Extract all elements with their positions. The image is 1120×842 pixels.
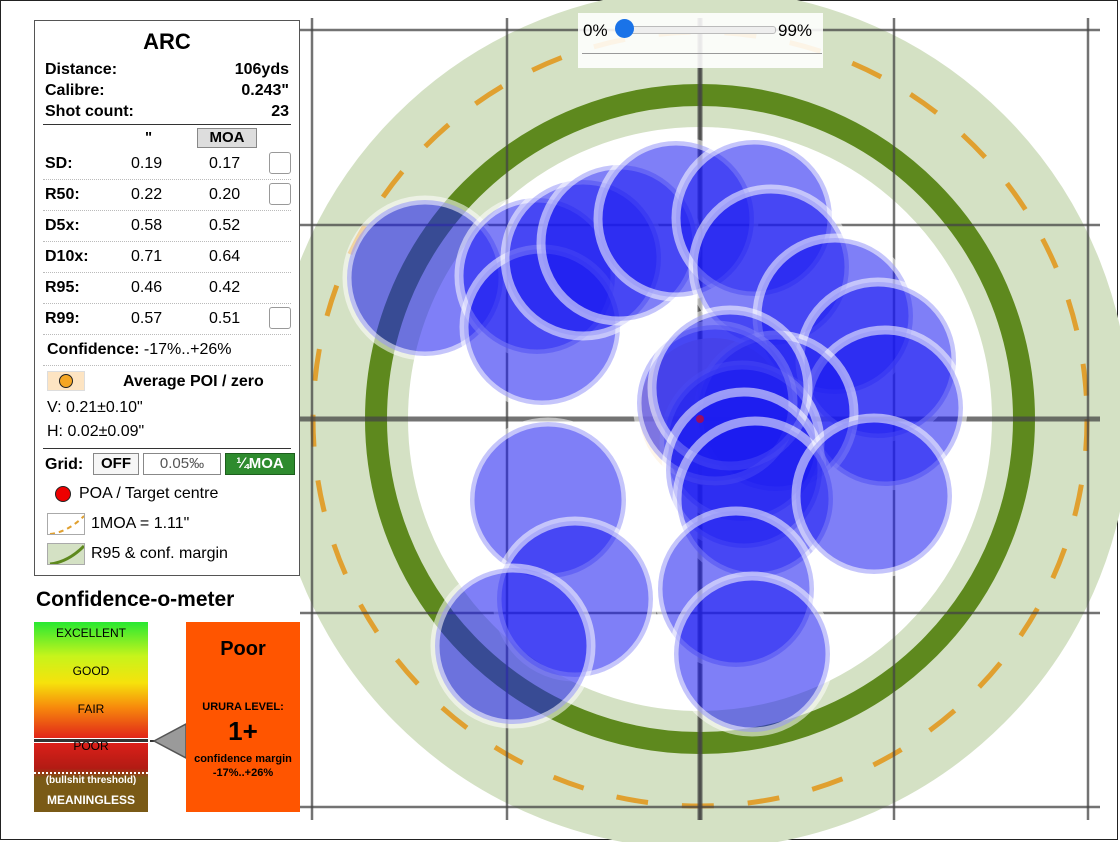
poa-marker <box>696 415 704 423</box>
poi-swatch <box>47 371 85 391</box>
divider <box>43 448 291 449</box>
unit-moa-button[interactable]: MOA <box>197 128 257 148</box>
info-block: Distance: 106yds Calibre: 0.243" Shot coun… <box>45 59 289 122</box>
stat-inch: 0.19 <box>131 155 163 172</box>
margin-label: confidence margin <box>194 753 292 765</box>
shot-count-label: Shot count: <box>45 103 134 120</box>
slider-max-label: 99% <box>778 21 813 40</box>
confidence-meter: EXCELLENT GOOD FAIR POOR (bullshit thres… <box>34 622 148 812</box>
shot-count-value: 23 <box>271 103 289 120</box>
stat-label: D10x: <box>45 248 89 265</box>
dashed-arc-icon <box>47 513 85 535</box>
stat-row-r99: R99: 0.57 0.51 <box>43 304 291 335</box>
legend-poa: POA / Target centre <box>43 479 291 509</box>
poi-horizontal: H: 0.02±0.09" <box>47 423 145 440</box>
distance-value: 106yds <box>234 61 289 78</box>
shot-group <box>342 135 968 737</box>
stat-label: R50: <box>45 186 80 203</box>
orange-dot-icon <box>59 374 73 388</box>
stat-moa: 0.64 <box>209 248 241 265</box>
curve-icon <box>47 543 85 565</box>
level-fair: FAIR <box>77 702 105 716</box>
threshold-label: (bullshit threshold) <box>45 775 137 786</box>
margin-value: -17%..+26% <box>212 767 274 779</box>
stat-moa: 0.52 <box>209 217 241 234</box>
stat-inch: 0.46 <box>131 279 163 296</box>
urura-value: 1+ <box>228 716 258 746</box>
confidence-value: -17%..+26% <box>143 341 232 358</box>
meter-pointer-icon <box>150 723 186 759</box>
stats-panel: ARC Distance: 106yds Calibre: 0.243" Shot … <box>34 20 300 576</box>
stat-moa: 0.20 <box>209 186 241 203</box>
stat-label: R95: <box>45 279 80 296</box>
r99-checkbox[interactable] <box>269 307 291 329</box>
confidence-row: Confidence: -17%..+26% <box>43 335 291 366</box>
confidence-slider[interactable]: 0% 99% <box>578 13 823 68</box>
legend-r95: R95 & conf. margin <box>43 539 291 569</box>
level-poor: POOR <box>73 739 109 753</box>
target-plot[interactable] <box>290 0 1120 842</box>
legend-moa: 1MOA = 1.11" <box>43 509 291 539</box>
unit-header: " MOA <box>35 125 299 149</box>
sd-checkbox[interactable] <box>269 152 291 174</box>
legend-r95-label: R95 & conf. margin <box>91 545 228 562</box>
slider-track[interactable] <box>624 26 776 34</box>
level-excellent: EXCELLENT <box>55 626 127 640</box>
stat-inch: 0.57 <box>131 310 163 327</box>
grid-label: Grid: <box>45 456 84 473</box>
stat-moa: 0.42 <box>209 279 241 296</box>
meter-title: Confidence-o-meter <box>36 588 235 611</box>
poi-label: Average POI / zero <box>123 373 264 390</box>
poi-vertical: V: 0.21±0.10" <box>47 399 143 416</box>
grid-mil-button[interactable]: 0.05‰ <box>143 453 221 475</box>
calibre-value: 0.243" <box>241 82 289 99</box>
slider-divider <box>582 53 822 54</box>
grid-off-button[interactable]: OFF <box>93 453 139 475</box>
stat-inch: 0.71 <box>131 248 163 265</box>
urura-label: URURA LEVEL: <box>202 701 284 713</box>
grid-row: Grid: OFF 0.05‰ ¼MOA <box>43 449 295 479</box>
verdict-label: Poor <box>220 638 266 660</box>
stat-row-d10x: D10x: 0.71 0.64 <box>43 242 291 273</box>
slider-min-label: 0% <box>583 21 608 40</box>
poi-row[interactable]: Average POI / zero <box>43 366 291 396</box>
level-meaningless: MEANINGLESS <box>46 793 135 807</box>
legend-poa-label: POA / Target centre <box>79 485 219 502</box>
stat-moa: 0.17 <box>209 155 241 172</box>
verdict-box: Poor URURA LEVEL: 1+ confidence margin -… <box>186 622 300 812</box>
confidence-label: Confidence: <box>47 341 140 358</box>
stat-row-r50: R50: 0.22 0.20 <box>43 180 291 211</box>
stat-label: SD: <box>45 155 73 172</box>
stat-label: R99: <box>45 310 80 327</box>
calibre-label: Calibre: <box>45 82 105 99</box>
stat-moa: 0.51 <box>209 310 241 327</box>
shot-circle <box>430 563 596 729</box>
shot-circle <box>669 571 835 737</box>
red-dot-icon <box>55 486 71 502</box>
unit-inch-label: " <box>145 129 153 146</box>
stat-row-r95: R95: 0.46 0.42 <box>43 273 291 304</box>
level-good: GOOD <box>72 664 110 678</box>
stat-label: D5x: <box>45 217 80 234</box>
threshold-line <box>34 772 148 774</box>
slider-thumb[interactable] <box>615 19 634 38</box>
gun-title: ARC <box>143 29 191 54</box>
poor-marker-line <box>34 738 148 743</box>
shot-circle <box>791 413 957 579</box>
stat-row-d5x: D5x: 0.58 0.52 <box>43 211 291 242</box>
divider <box>43 124 291 125</box>
r50-checkbox[interactable] <box>269 183 291 205</box>
distance-label: Distance: <box>45 61 118 78</box>
stat-inch: 0.58 <box>131 217 163 234</box>
stat-inch: 0.22 <box>131 186 163 203</box>
stat-row-sd: SD: 0.19 0.17 <box>43 149 291 180</box>
legend-moa-label: 1MOA = 1.11" <box>91 515 190 532</box>
grid-quarter-moa-button[interactable]: ¼MOA <box>225 453 295 475</box>
